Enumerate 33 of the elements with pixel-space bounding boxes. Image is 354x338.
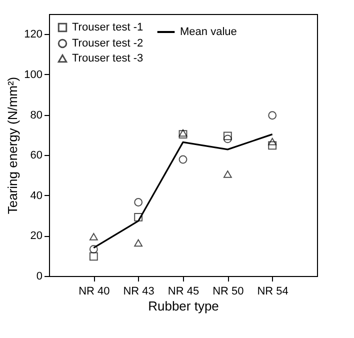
point bbox=[223, 170, 232, 178]
legend-label: Trouser test -2 bbox=[72, 38, 144, 50]
x-tick-label: NR 50 bbox=[212, 286, 244, 298]
legend-label: Mean value bbox=[180, 26, 237, 38]
point bbox=[134, 239, 143, 247]
legend-label: Trouser test -1 bbox=[72, 22, 144, 34]
x-tick-label: NR 45 bbox=[168, 286, 200, 298]
y-tick-label: 0 bbox=[36, 270, 42, 282]
y-tick-label: 80 bbox=[30, 109, 42, 122]
y-tick-label: 100 bbox=[24, 68, 42, 81]
point bbox=[89, 232, 98, 240]
point bbox=[178, 129, 188, 137]
x-tick-label: NR 40 bbox=[78, 286, 110, 298]
point bbox=[89, 252, 98, 261]
point bbox=[178, 130, 188, 139]
y-tick-label: 120 bbox=[24, 28, 42, 41]
x-tick-label: NR 54 bbox=[257, 286, 288, 298]
point bbox=[89, 244, 98, 254]
point bbox=[268, 138, 277, 146]
legend-label: Trouser test -3 bbox=[72, 52, 144, 64]
y-tick-label: 40 bbox=[30, 190, 42, 202]
point bbox=[223, 134, 232, 144]
y-tick-label: 60 bbox=[30, 150, 42, 162]
x-tick-label: NR 43 bbox=[123, 286, 154, 298]
point bbox=[134, 198, 143, 206]
point bbox=[134, 212, 143, 222]
y-axis-title: Tearing energy (N/mm²) bbox=[5, 76, 20, 214]
y-tick-label: 20 bbox=[30, 230, 42, 242]
point bbox=[178, 155, 188, 164]
point bbox=[268, 141, 277, 150]
x-axis-title: Rubber type bbox=[148, 298, 219, 314]
point bbox=[268, 111, 277, 120]
point bbox=[223, 132, 232, 140]
